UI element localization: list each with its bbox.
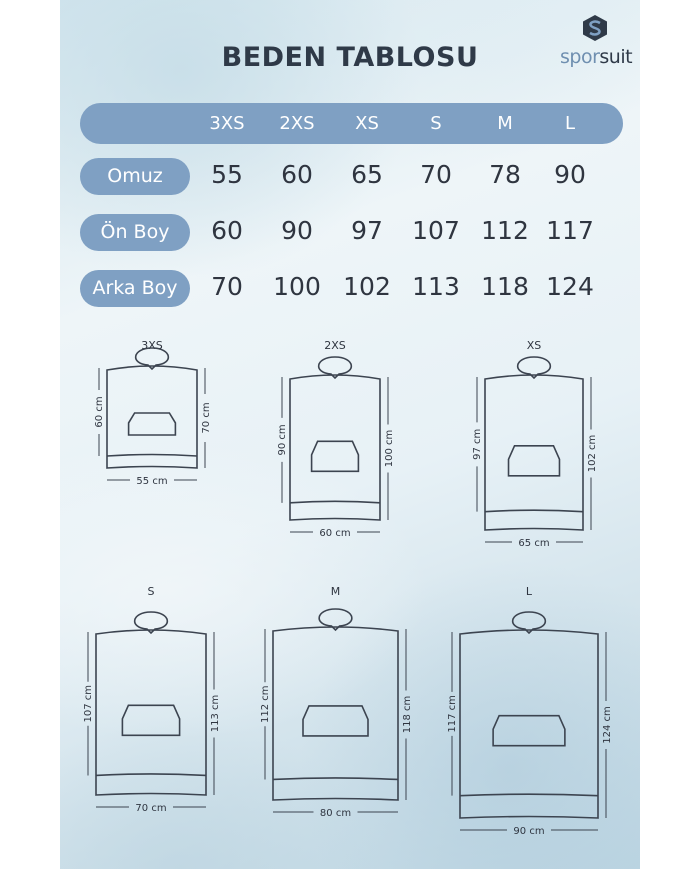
row-label: Ön Boy — [80, 214, 190, 251]
table-cell: 107 — [412, 216, 460, 245]
size-header-l: L — [564, 113, 576, 134]
table-cell: 90 — [281, 216, 313, 245]
width-label: 70 cm — [135, 803, 166, 814]
poncho-body — [289, 374, 381, 521]
diagram-size-label: L — [526, 585, 533, 598]
table-cell: 97 — [351, 216, 383, 245]
poncho-body — [272, 626, 399, 801]
logo-text-dark: suit — [599, 46, 633, 68]
size-header-s: S — [430, 113, 442, 134]
row-label: Arka Boy — [80, 270, 190, 307]
width-label: 60 cm — [319, 528, 350, 539]
poncho-hood — [511, 611, 547, 635]
diagram-size-label: M — [331, 585, 341, 598]
table-cell: 60 — [281, 160, 313, 189]
poncho-hem — [272, 777, 399, 781]
poncho-hem — [289, 500, 381, 504]
front-length-label: 117 cm — [447, 695, 458, 733]
table-cell: 124 — [546, 272, 594, 301]
table-cell: 100 — [273, 272, 321, 301]
hexagon-s-logo-icon — [583, 15, 607, 41]
table-cell: 55 — [211, 160, 243, 189]
back-length-label: 70 cm — [201, 402, 212, 433]
poncho-pocket — [121, 704, 181, 737]
diagram-size-label: 2XS — [324, 339, 346, 352]
size-header-3xs: 3XS — [209, 113, 245, 134]
back-length-label: 124 cm — [602, 706, 613, 744]
table-cell: 78 — [489, 160, 521, 189]
size-header-2xs: 2XS — [279, 113, 315, 134]
poncho-pocket — [127, 412, 177, 436]
table-cell: 118 — [481, 272, 529, 301]
poncho-pocket — [492, 714, 566, 747]
front-length-label: 112 cm — [260, 685, 271, 723]
width-label: 55 cm — [136, 476, 167, 487]
table-cell: 65 — [351, 160, 383, 189]
poncho-hood — [317, 356, 353, 380]
front-length-label: 107 cm — [83, 685, 94, 723]
diagram-size-label: 3XS — [141, 339, 163, 352]
logo-text-light: spor — [560, 46, 600, 68]
table-cell: 113 — [412, 272, 460, 301]
table-cell: 102 — [343, 272, 391, 301]
back-length-label: 113 cm — [210, 695, 221, 733]
width-label: 65 cm — [518, 538, 549, 549]
front-length-label: 90 cm — [277, 424, 288, 455]
table-cell: 70 — [420, 160, 452, 189]
front-length-label: 97 cm — [472, 429, 483, 460]
poncho-pocket — [302, 705, 369, 737]
front-length-label: 60 cm — [94, 396, 105, 427]
diagram-size-label: S — [148, 585, 155, 598]
poncho-hem — [95, 773, 207, 777]
table-cell: 117 — [546, 216, 594, 245]
poncho-body — [459, 629, 599, 819]
size-header-xs: XS — [355, 113, 379, 134]
table-cell: 60 — [211, 216, 243, 245]
back-length-label: 100 cm — [384, 430, 395, 468]
diagram-size-label: XS — [527, 339, 542, 352]
poncho-body — [106, 365, 198, 469]
brand-logo: sporsuit — [560, 14, 633, 68]
table-cell: 70 — [211, 272, 243, 301]
back-length-label: 118 cm — [402, 696, 413, 734]
width-label: 90 cm — [513, 826, 544, 837]
poncho-hem — [459, 793, 599, 797]
width-label: 80 cm — [320, 808, 351, 819]
poncho-hood — [516, 356, 552, 380]
table-cell: 90 — [554, 160, 586, 189]
poncho-hem — [106, 453, 198, 457]
poncho-pocket — [507, 445, 561, 477]
logo-wordmark: sporsuit — [560, 46, 633, 68]
row-label: Omuz — [80, 158, 190, 195]
table-header — [80, 103, 623, 144]
size-header-m: M — [497, 113, 513, 134]
poncho-body — [484, 374, 584, 531]
poncho-hood — [318, 608, 353, 632]
poncho-hood — [134, 347, 170, 371]
table-cell: 112 — [481, 216, 529, 245]
poncho-hood — [133, 611, 169, 635]
poncho-body — [95, 629, 207, 796]
poncho-hem — [484, 509, 584, 513]
poncho-pocket — [310, 440, 360, 473]
back-length-label: 102 cm — [587, 435, 598, 473]
page-title: BEDEN TABLOSU — [221, 42, 479, 73]
